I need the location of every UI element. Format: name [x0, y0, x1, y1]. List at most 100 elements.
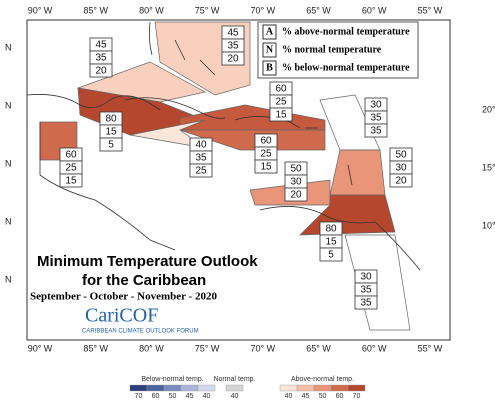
- probability-value: 80: [105, 114, 117, 125]
- probability-value: 20: [227, 54, 239, 65]
- legend-key: A: [266, 26, 274, 37]
- colorbar-tick: 50: [169, 393, 177, 400]
- probability-cell: [99, 137, 123, 152]
- probability-value: 25: [65, 163, 77, 174]
- lon-label: 65° W: [306, 5, 331, 15]
- probability-value: 35: [95, 53, 107, 64]
- lat-label: N: [5, 42, 12, 52]
- legend-key-box: [262, 60, 277, 76]
- probability-cell: [89, 63, 113, 78]
- coastline: [124, 97, 318, 129]
- lat-label: N: [5, 216, 12, 226]
- legend-text: % normal temperature: [282, 44, 382, 55]
- coastline: [26, 94, 176, 251]
- colorbar-tick: 40: [285, 393, 293, 400]
- colorbar-swatch: [197, 384, 216, 392]
- logo-tagline: CARIBBEAN CLIMATE OUTLOOK FORUM: [82, 329, 199, 335]
- probability-value: 35: [360, 285, 372, 296]
- probability-cell: [189, 163, 213, 178]
- probability-value: 60: [260, 136, 272, 147]
- lon-label: 75° W: [195, 5, 220, 15]
- legend-key: N: [266, 44, 274, 55]
- coastline: [148, 21, 216, 76]
- probability-value: 25: [275, 97, 287, 108]
- colorbar-swatch: [330, 384, 349, 392]
- legend-text: % below-normal temperature: [282, 62, 410, 73]
- lat-label: 20°: [482, 104, 495, 114]
- colorbar-tick: 45: [186, 393, 194, 400]
- lon-label: 55° W: [418, 343, 443, 353]
- legend-key-box: [262, 24, 277, 40]
- probability-value: 25: [260, 149, 272, 160]
- colorbar-swatch: [163, 384, 182, 392]
- colorbar-tick: 40: [203, 393, 211, 400]
- probability-value: 30: [290, 177, 302, 188]
- colorbar-swatch: [279, 384, 298, 392]
- colorbar-tick: 70: [135, 393, 143, 400]
- colorbar-swatch: [180, 384, 199, 392]
- probability-value: 15: [65, 176, 77, 187]
- probability-value: 30: [395, 163, 407, 174]
- lon-label: 55° W: [418, 5, 443, 15]
- colorbar-tick: 50: [319, 393, 327, 400]
- legend-box: [257, 21, 419, 79]
- colorbar-swatch: [296, 384, 315, 392]
- coastline: [259, 164, 421, 271]
- probability-value: 50: [290, 164, 302, 175]
- logo-name: CariCOF: [85, 305, 158, 327]
- lon-label: 70° W: [250, 5, 275, 15]
- probability-cell: [284, 187, 308, 202]
- legend-key: B: [266, 62, 273, 73]
- colorbar-tick: 70: [353, 393, 361, 400]
- colorbar-swatch: [146, 384, 165, 392]
- colorbar-tick: 45: [302, 393, 310, 400]
- title: for the Caribbean: [82, 272, 206, 289]
- probability-value: 35: [360, 298, 372, 309]
- probability-cell: [389, 173, 413, 188]
- lon-label: 60° W: [362, 343, 387, 353]
- lon-label: 85° W: [83, 343, 108, 353]
- lon-label: 75° W: [195, 343, 220, 353]
- lat-label: N: [5, 274, 12, 284]
- colorbar-swatch: [313, 384, 332, 392]
- probability-value: 35: [370, 113, 382, 124]
- probability-value: 60: [275, 84, 287, 95]
- probability-value: 50: [395, 150, 407, 161]
- probability-cell: [364, 123, 388, 138]
- lon-label: 90° W: [28, 5, 53, 15]
- lat-label: N: [5, 100, 12, 110]
- lat-label: N: [5, 158, 12, 168]
- probability-value: 15: [275, 110, 287, 121]
- title: Minimum Temperature Outlook: [37, 253, 258, 270]
- probability-cell: [221, 51, 245, 66]
- probability-value: 35: [370, 126, 382, 137]
- probability-value: 45: [227, 28, 239, 39]
- probability-cell: [319, 247, 343, 262]
- lon-label: 80° W: [139, 5, 164, 15]
- colorbar-tick: 40: [231, 393, 239, 400]
- lat-label: 10°: [482, 220, 495, 230]
- lat-label: 15°: [482, 162, 495, 172]
- lon-label: 60° W: [362, 5, 387, 15]
- forecast-region: [179, 129, 326, 151]
- legend-key-box: [262, 42, 277, 58]
- colorbar-label: Normal temp.: [213, 376, 255, 383]
- probability-cell: [59, 173, 83, 188]
- forecast-region: [329, 149, 386, 196]
- colorbar-swatch: [347, 384, 366, 392]
- probability-value: 30: [370, 100, 382, 111]
- probability-value: 20: [395, 176, 407, 187]
- colorbar-swatch: [129, 384, 148, 392]
- probability-value: 35: [195, 153, 207, 164]
- probability-value: 20: [95, 66, 107, 77]
- probability-value: 20: [290, 190, 302, 201]
- probability-value: 80: [325, 224, 337, 235]
- lon-label: 65° W: [306, 343, 331, 353]
- probability-value: 35: [227, 41, 239, 52]
- probability-boxes: 45 35 20 45 35 20 80 15 5 60 25 15 60 25 15 40 35 25 60 25 1…: [59, 25, 413, 310]
- probability-value: 30: [360, 272, 372, 283]
- colorbar-label: Above-normal temp.: [291, 376, 354, 383]
- lon-label: 85° W: [83, 5, 108, 15]
- probability-value: 5: [108, 140, 114, 151]
